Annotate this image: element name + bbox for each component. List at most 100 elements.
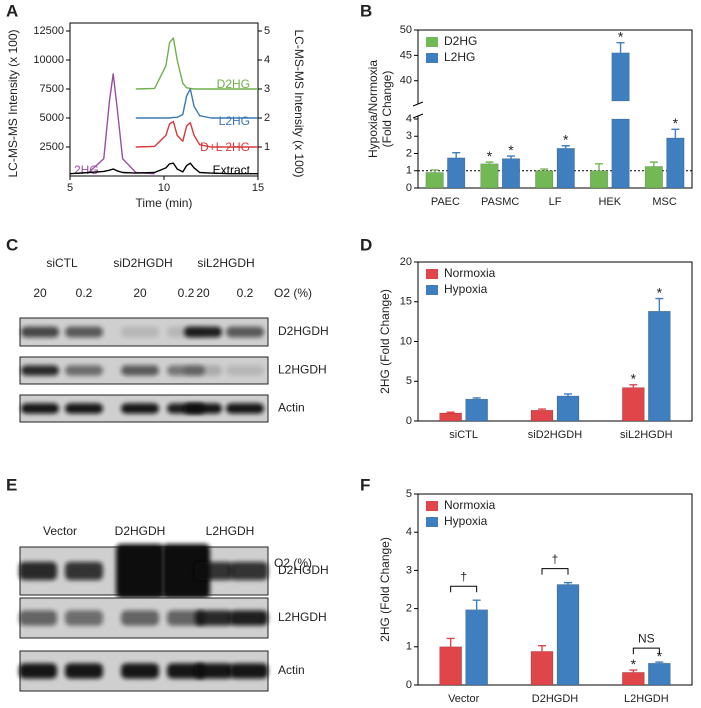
x-axis-label: Time (min) xyxy=(136,196,193,210)
error-bar xyxy=(506,155,515,159)
blot-band xyxy=(195,663,233,679)
series-label: L2HG xyxy=(219,114,250,128)
significance-star: * xyxy=(631,371,637,387)
error-bar xyxy=(616,41,625,53)
series-label: D+L 2HG xyxy=(200,140,250,154)
blot-band xyxy=(21,365,59,376)
legend-swatch xyxy=(426,53,438,63)
blot-band xyxy=(184,403,222,414)
blot-group-label: siD2HGDH xyxy=(113,256,172,270)
error-bar xyxy=(452,151,461,158)
bar xyxy=(589,170,609,189)
series-line xyxy=(135,88,258,119)
x-tick-label: PASMC xyxy=(481,196,519,208)
bar xyxy=(425,172,444,189)
blot-band xyxy=(121,663,159,679)
significance-star: * xyxy=(631,656,637,672)
error-bar xyxy=(629,669,638,673)
panel-label: C xyxy=(6,235,18,254)
blot-band xyxy=(195,561,233,581)
error-bar xyxy=(655,297,664,312)
series-line xyxy=(69,162,258,175)
blot-o2-label: O2 (%) xyxy=(274,286,312,300)
y-tick-label: 0 xyxy=(406,182,412,194)
y2-tick-label: 5 xyxy=(264,25,270,37)
y-tick-label: 45 xyxy=(400,49,412,61)
bar xyxy=(611,52,630,189)
blot-group-label: D2HGDH xyxy=(115,524,166,538)
bar xyxy=(439,646,462,686)
blot-band xyxy=(226,365,264,376)
legend-label: Normoxia xyxy=(444,498,496,512)
bracket xyxy=(632,647,660,655)
series-label: 2HG xyxy=(74,163,99,177)
error-bar xyxy=(538,408,546,411)
blot-band xyxy=(21,403,59,414)
error-bar xyxy=(472,397,481,400)
bar xyxy=(465,609,488,686)
error-bar xyxy=(564,581,572,585)
bracket xyxy=(541,568,569,575)
significance-star: * xyxy=(508,142,514,158)
blot-group-label: Vector xyxy=(43,524,77,538)
series-label: D2HG xyxy=(217,77,250,91)
panel-label: D xyxy=(360,235,372,254)
significance-star: * xyxy=(618,28,624,44)
error-bar xyxy=(564,393,572,396)
bar xyxy=(556,395,580,422)
blot-o2-label: O2 (%) xyxy=(274,556,312,570)
error-bar xyxy=(629,384,638,388)
blot-row-label: L2HGDH xyxy=(278,610,327,624)
blot-band xyxy=(65,663,103,679)
panel-label: A xyxy=(6,1,18,20)
bar xyxy=(622,387,645,422)
y2-axis-label: LC-MS-MS Intensity (x 100) xyxy=(292,29,306,177)
legend-swatch xyxy=(426,37,438,47)
error-bar xyxy=(485,161,494,164)
x-tick-label: 10 xyxy=(158,182,170,194)
significance-star: * xyxy=(563,131,569,147)
y-tick-label: 10000 xyxy=(33,54,64,66)
blot-row-label: Actin xyxy=(278,663,305,677)
blot-band xyxy=(184,326,222,338)
blot-band xyxy=(195,610,233,626)
x-tick-label: 5 xyxy=(67,182,73,194)
y-axis-label: LC-MS-MS Intensity (x 100) xyxy=(6,29,20,177)
bar xyxy=(648,310,671,422)
x-tick-label: siL2HGDH xyxy=(620,429,673,441)
y-tick-label: 15 xyxy=(400,296,412,308)
bar xyxy=(556,584,580,686)
y2-tick-label: 2 xyxy=(264,112,270,124)
blot-band xyxy=(121,365,159,376)
y-tick-label: 2500 xyxy=(40,141,64,153)
error-bar xyxy=(540,168,549,171)
legend-label: D2HG xyxy=(444,34,477,48)
y2-tick-label: 3 xyxy=(264,83,270,95)
plot-frame xyxy=(417,493,693,686)
y-tick-label: 4 xyxy=(406,526,412,538)
panel-label: F xyxy=(360,475,370,494)
y-tick-label: 0 xyxy=(406,415,412,427)
blot-band xyxy=(121,326,159,338)
blot-band xyxy=(65,403,103,414)
error-bar xyxy=(538,644,546,652)
y-axis-label: (Fold Change) xyxy=(380,71,394,148)
error-bar xyxy=(430,169,439,173)
legend-label: Hypoxia xyxy=(444,514,488,528)
error-bar xyxy=(472,599,481,610)
y-tick-label: 10 xyxy=(400,335,412,347)
bar xyxy=(644,166,663,189)
y-tick-label: 4 xyxy=(406,113,412,125)
blot-band xyxy=(230,561,268,581)
legend-swatch xyxy=(426,285,438,295)
error-bar xyxy=(655,661,664,664)
error-bar xyxy=(595,163,604,171)
blot-band xyxy=(121,610,159,626)
blot-band xyxy=(19,663,57,679)
x-tick-label: L2HGDH xyxy=(624,693,669,705)
axis-break-mark xyxy=(412,101,424,119)
blot-group-label: siCTL xyxy=(46,256,78,270)
bar xyxy=(480,163,499,189)
blot-group-label: L2HGDH xyxy=(206,524,255,538)
x-tick-label: D2HGDH xyxy=(532,693,579,705)
